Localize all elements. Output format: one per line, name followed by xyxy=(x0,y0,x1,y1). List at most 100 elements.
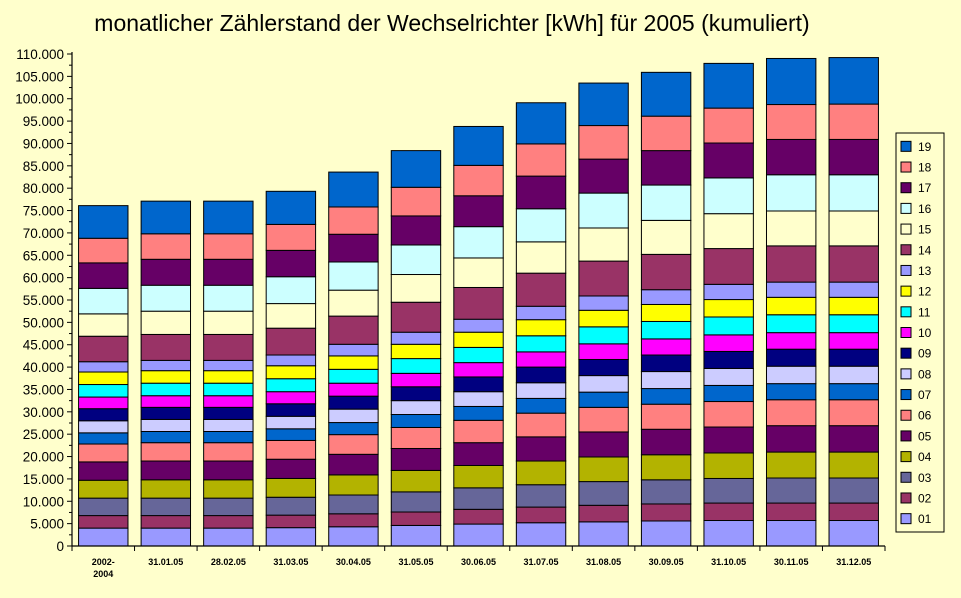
legend-label-12: 12 xyxy=(918,285,932,299)
bar-segment-12-11 xyxy=(703,299,754,318)
bar-segment-04-4 xyxy=(265,477,317,498)
bar-segment-17-11 xyxy=(703,142,754,179)
bar-segment-13-2 xyxy=(140,359,192,372)
bar-segment-09-1 xyxy=(78,408,129,422)
x-tick-label: 31.10.05 xyxy=(711,557,746,567)
bar-segment-05-13 xyxy=(828,425,879,453)
bar-segment-07-4 xyxy=(265,428,317,441)
bar-segment-03-3 xyxy=(203,497,254,517)
bar-segment-17-9 xyxy=(578,158,629,194)
bar-segment-03-13 xyxy=(828,477,879,504)
y-tick-label: 60.000 xyxy=(23,271,64,286)
bar-segment-02-5 xyxy=(328,513,379,528)
bar-segment-17-6 xyxy=(390,215,442,246)
bar-segment-05-6 xyxy=(390,447,442,471)
bar-segment-01-6 xyxy=(390,524,442,547)
bar-segment-11-13 xyxy=(828,314,879,334)
bar-segment-18-9 xyxy=(578,125,629,160)
bar-segment-08-11 xyxy=(703,367,754,386)
bar-segment-16-7 xyxy=(453,226,504,259)
bar-segment-18-7 xyxy=(453,164,504,197)
bar-segment-14-12 xyxy=(765,245,817,283)
bar-segment-14-10 xyxy=(640,253,692,291)
bar-segment-08-4 xyxy=(265,415,317,430)
bar-segment-14-11 xyxy=(703,248,754,285)
legend-label-04: 04 xyxy=(918,450,932,464)
bar-segment-02-6 xyxy=(390,511,442,526)
bar-segment-07-13 xyxy=(828,383,879,401)
bar-segment-19-13 xyxy=(828,57,879,105)
y-tick-label: 100.000 xyxy=(15,92,64,107)
bar-segment-06-2 xyxy=(140,442,192,462)
bar-segment-11-9 xyxy=(578,326,629,345)
bar-segment-11-5 xyxy=(328,368,379,384)
bar-segment-03-10 xyxy=(640,479,692,505)
bar-segment-13-4 xyxy=(265,354,317,367)
y-tick-label: 35.000 xyxy=(23,382,64,397)
bar-segment-13-7 xyxy=(453,318,504,333)
bar-segment-18-8 xyxy=(515,143,567,177)
legend-swatch-09 xyxy=(900,347,912,359)
legend-swatch-16 xyxy=(900,202,912,214)
bar-segment-09-3 xyxy=(203,406,254,420)
bar-segment-15-9 xyxy=(578,227,629,262)
bar-segment-01-10 xyxy=(640,520,692,547)
bar-segment-16-3 xyxy=(203,284,254,312)
bar-segment-01-2 xyxy=(140,527,192,547)
bar-segment-17-2 xyxy=(140,258,192,286)
bar-segment-08-7 xyxy=(453,391,504,407)
bar-segment-04-8 xyxy=(515,460,567,486)
bar-segment-05-11 xyxy=(703,426,754,454)
bar-segment-08-10 xyxy=(640,371,692,390)
bar-segment-17-10 xyxy=(640,150,692,186)
plot-axes: 0 5.000 10.000 15.000 20.000 25.000 30.000 35.0… xyxy=(15,47,886,579)
bar-segment-12-8 xyxy=(515,319,567,337)
legend-swatch-19 xyxy=(900,140,912,152)
y-tick-label: 15.000 xyxy=(23,472,64,487)
bar-segment-01-8 xyxy=(515,522,567,547)
bar-segment-03-7 xyxy=(453,487,504,510)
x-tick-label: 30.06.05 xyxy=(461,557,496,567)
y-tick-label: 10.000 xyxy=(23,494,64,509)
bar-segment-16-8 xyxy=(515,208,567,243)
legend-swatch-14 xyxy=(900,244,912,256)
bar-segment-08-1 xyxy=(78,420,129,434)
bar-segment-12-6 xyxy=(390,343,442,360)
bar-segment-08-5 xyxy=(328,408,379,424)
bar-segment-13-5 xyxy=(328,343,379,357)
bar-segment-11-7 xyxy=(453,346,504,364)
bar-segment-16-5 xyxy=(328,261,379,291)
y-tick-label: 90.000 xyxy=(23,136,64,151)
y-tick-label: 40.000 xyxy=(23,360,64,375)
bar-segment-16-6 xyxy=(390,244,442,276)
bar-segment-10-9 xyxy=(578,343,629,360)
bar-segment-09-11 xyxy=(703,350,754,369)
bar-segment-17-13 xyxy=(828,138,879,176)
bar-segment-04-7 xyxy=(453,464,504,489)
bar-segment-10-6 xyxy=(390,372,442,388)
bar-segment-11-4 xyxy=(265,378,317,393)
bar-segment-18-11 xyxy=(703,107,754,144)
bar-segment-07-6 xyxy=(390,414,442,428)
bar-segment-12-2 xyxy=(140,370,192,384)
bar-segment-04-12 xyxy=(765,451,817,479)
bar-segment-03-11 xyxy=(703,477,754,504)
bar-segment-12-13 xyxy=(828,296,879,316)
bar-segment-05-10 xyxy=(640,428,692,456)
bar-segment-02-2 xyxy=(140,515,192,529)
bar-segment-03-4 xyxy=(265,496,317,516)
bar-segment-09-6 xyxy=(390,386,442,402)
bar-segment-02-11 xyxy=(703,502,754,521)
bar-segment-07-12 xyxy=(765,383,817,401)
bar-segment-16-1 xyxy=(78,287,129,315)
bar-segment-18-2 xyxy=(140,233,192,260)
bar-segment-11-6 xyxy=(390,358,442,374)
x-tick-label: 30.11.05 xyxy=(774,557,809,567)
bar-segment-04-1 xyxy=(78,479,129,499)
bar-segment-16-4 xyxy=(265,276,317,305)
bar-segment-13-3 xyxy=(203,359,254,372)
bar-segment-17-12 xyxy=(765,138,817,176)
bar-segment-07-9 xyxy=(578,391,629,408)
bar-segment-13-9 xyxy=(578,295,629,311)
